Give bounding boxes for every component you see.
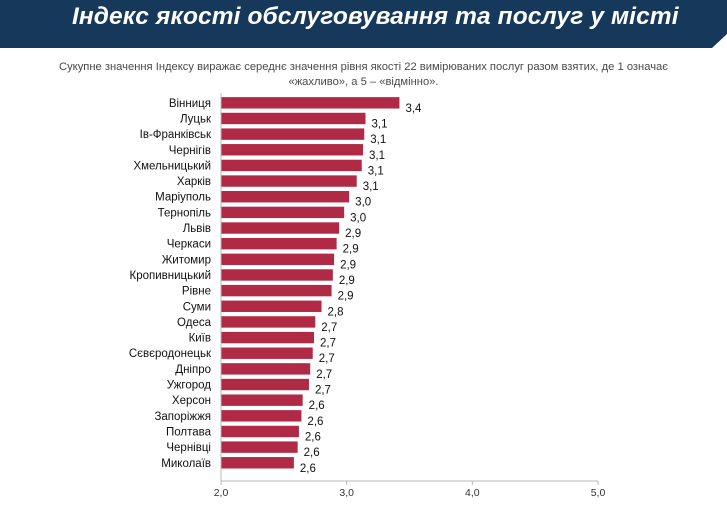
title-banner-background — [0, 0, 727, 48]
bar — [221, 284, 332, 297]
data-label: 2,9 — [345, 228, 361, 240]
bar — [221, 441, 298, 453]
data-label: 3,1 — [370, 134, 386, 146]
category-label: Рівне — [182, 286, 211, 298]
category-label: Дніпро — [175, 364, 211, 376]
data-label: 2,7 — [320, 338, 336, 350]
bar — [221, 378, 309, 391]
chart-subtitle: Сукупне значення Індексу виражає середнє… — [59, 61, 668, 88]
bar — [221, 128, 365, 140]
category-label: Луцьк — [180, 113, 212, 125]
x-axis: 2,0 3,0 4,0 5,0 — [214, 93, 606, 499]
bar — [221, 269, 333, 281]
category-label: Сєвєродонецьк — [129, 348, 212, 360]
data-label: 2,6 — [309, 400, 325, 412]
data-label: 3,1 — [369, 150, 385, 162]
category-label: Полтава — [166, 426, 212, 438]
data-label: 3,1 — [372, 118, 388, 130]
x-tick-label: 2,0 — [214, 487, 229, 499]
data-label: 3,1 — [363, 181, 379, 193]
bar — [221, 206, 345, 219]
title-banner: Індекс якості обслуговування та послуг у… — [0, 0, 727, 48]
data-label: 3,0 — [355, 197, 371, 209]
data-label: 3,4 — [405, 103, 422, 115]
bar — [221, 457, 294, 469]
data-label: 3,0 — [350, 212, 366, 224]
category-label: Чернівці — [166, 442, 211, 454]
banner-shape — [0, 0, 727, 48]
category-label: Вінниця — [169, 98, 211, 110]
data-label: 2,8 — [328, 306, 344, 318]
category-label: Запоріжжя — [154, 411, 211, 423]
bar — [221, 97, 400, 109]
data-label: 3,1 — [368, 165, 384, 177]
category-label: Кропивницький — [130, 270, 211, 282]
bar — [221, 347, 313, 359]
x-tick-label: 3,0 — [339, 487, 354, 499]
bar — [221, 237, 337, 250]
category-label: Харків — [177, 176, 211, 188]
category-label: Ів-Франківськ — [140, 129, 212, 141]
category-label: Чернігів — [169, 145, 211, 157]
category-label: Ужгород — [167, 380, 211, 392]
bar — [221, 112, 366, 125]
bar — [221, 394, 303, 406]
data-label: 2,6 — [300, 463, 316, 475]
bar — [221, 316, 316, 328]
x-tick-label: 5,0 — [591, 487, 606, 499]
bar — [221, 175, 357, 187]
data-label: 2,9 — [339, 275, 355, 287]
bar — [221, 363, 311, 375]
bar — [221, 410, 302, 422]
x-tick-label: 4,0 — [465, 487, 480, 499]
page-title: Індекс якості обслуговування та послуг у… — [72, 3, 679, 30]
data-label: 2,7 — [321, 322, 337, 334]
data-label: 2,6 — [304, 447, 320, 459]
bar — [221, 191, 350, 203]
bars-layer: Вінниця 3,4 Луцьк 3,1 Ів-Франківськ 3,1 Черніг… — [129, 97, 422, 475]
category-label: Миколаїв — [161, 458, 211, 470]
category-label: Одеса — [177, 317, 212, 329]
bar — [221, 300, 322, 312]
data-label: 2,7 — [315, 385, 331, 397]
category-label: Житомир — [162, 254, 211, 266]
bar — [221, 253, 335, 266]
category-label: Маріуполь — [155, 192, 211, 204]
data-label: 2,7 — [319, 353, 335, 365]
data-label: 2,9 — [343, 244, 359, 256]
data-label: 2,9 — [338, 291, 354, 303]
category-label: Суми — [183, 301, 211, 313]
bar — [221, 222, 340, 234]
bar — [221, 144, 364, 156]
data-label: 2,9 — [340, 259, 356, 271]
bar — [221, 425, 299, 438]
category-label: Херсон — [172, 395, 211, 407]
category-label: Черкаси — [167, 239, 211, 251]
data-label: 2,6 — [307, 416, 323, 428]
category-label: Львів — [183, 223, 211, 235]
category-label: Тернопіль — [158, 207, 211, 219]
data-label: 2,6 — [305, 431, 321, 443]
category-label: Хмельницький — [133, 160, 211, 172]
data-label: 2,7 — [316, 369, 332, 381]
category-label: Київ — [189, 333, 211, 345]
bar — [221, 159, 362, 172]
bar — [221, 331, 314, 344]
